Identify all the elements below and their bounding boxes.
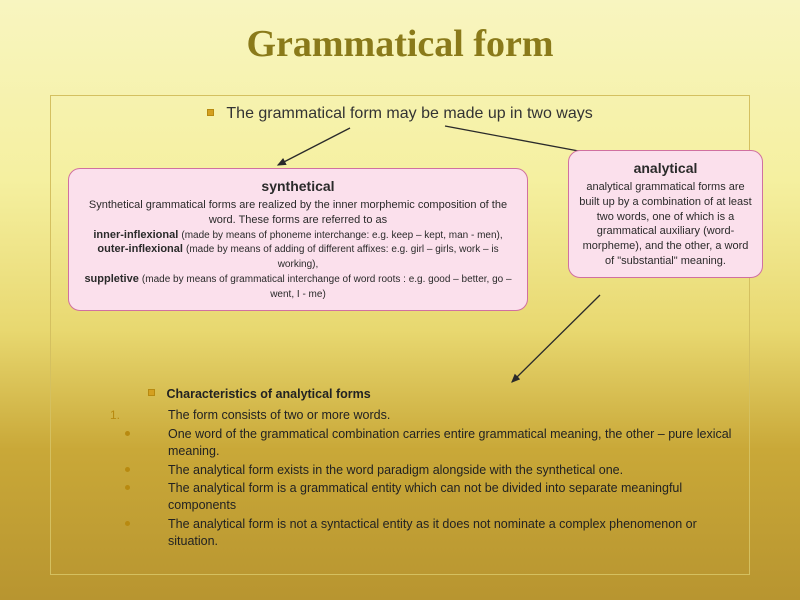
analytical-desc: analytical grammatical forms are built u… [579,180,752,269]
synthetical-desc: Synthetical grammatical forms are realiz… [79,198,517,228]
characteristics-heading: Characteristics of analytical forms [168,386,745,403]
outer-inflexional: outer-inflexional (made by means of addi… [79,242,517,272]
outer-label: outer-inflexional [97,243,183,255]
item-text: One word of the grammatical combination … [168,427,731,458]
list-number: 1. [110,407,120,423]
list-item: One word of the grammatical combination … [110,426,745,460]
supp-label: suppletive [84,273,138,285]
bullet-icon [125,467,130,472]
supp-desc: (made by means of grammatical interchang… [142,274,512,300]
intro-text: The grammatical form may be made up in t… [226,105,592,122]
characteristics-list: 1. The form consists of two or more words… [110,407,745,550]
slide-title: Grammatical form [0,0,800,66]
intro-line: The grammatical form may be made up in t… [0,105,800,123]
item-text: The analytical form is not a syntactical… [168,517,697,548]
inner-inflexional: inner-inflexional (made by means of phon… [79,228,517,243]
synthetical-title: synthetical [79,177,517,196]
analytical-title: analytical [579,159,752,178]
characteristics-block: Characteristics of analytical forms 1. Th… [110,386,745,552]
list-item: The analytical form exists in the word p… [110,462,745,479]
item-text: The form consists of two or more words. [168,408,390,422]
inner-label: inner-inflexional [93,229,178,241]
bullet-icon [125,431,130,436]
item-text: The analytical form exists in the word p… [168,463,623,477]
list-item: 1. The form consists of two or more words… [110,407,745,424]
inner-desc: (made by means of phoneme interchange: e… [181,230,502,241]
bullet-icon [207,109,214,116]
analytical-box: analytical analytical grammatical forms … [568,150,763,278]
char-heading-text: Characteristics of analytical forms [166,387,370,401]
outer-desc: (made by means of adding of different af… [186,244,499,270]
item-text: The analytical form is a grammatical ent… [168,481,682,512]
list-item: The analytical form is a grammatical ent… [110,480,745,514]
suppletive: suppletive (made by means of grammatical… [79,272,517,302]
synthetical-box: synthetical Synthetical grammatical form… [68,168,528,311]
bullet-icon [148,389,155,396]
list-item: The analytical form is not a syntactical… [110,516,745,550]
bullet-icon [125,485,130,490]
bullet-icon [125,521,130,526]
